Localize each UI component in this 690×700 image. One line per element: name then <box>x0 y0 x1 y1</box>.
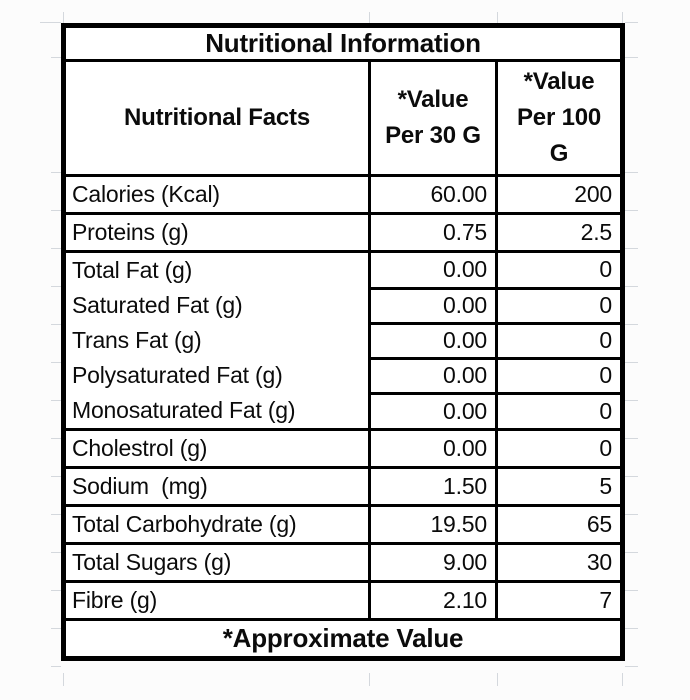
value-per-100g[interactable]: 0 <box>494 428 625 469</box>
nutrition-table-body: Nutritional Information Nutritional Fact… <box>61 24 625 660</box>
nutrient-row: Proteins (g) 0.75 2.5 <box>62 212 625 253</box>
gridline <box>51 286 61 287</box>
gridline <box>51 666 61 667</box>
nutrient-row: Total Sugars (g) 9.00 30 <box>62 542 625 583</box>
nutrient-label[interactable]: Cholestrol (g) <box>62 428 371 469</box>
gridline <box>497 673 498 686</box>
nutrient-label[interactable]: Trans Fat (g) <box>62 323 371 360</box>
gridline <box>625 590 638 591</box>
value-per-100g[interactable]: 65 <box>494 504 625 545</box>
gridline <box>625 438 638 439</box>
nutrient-row: Cholestrol (g) 0.00 0 <box>62 428 625 469</box>
value-per-100g[interactable]: 0 <box>494 322 625 360</box>
nutrient-row: Calories (Kcal) 60.00 200 <box>62 174 625 215</box>
nutrient-row: Polysaturated Fat (g) 0.00 0 <box>62 357 625 395</box>
gridline <box>625 172 638 173</box>
nutrient-label[interactable]: Fibre (g) <box>62 580 371 621</box>
column-header-value-per-30g[interactable]: *Value Per 30 G <box>368 59 498 177</box>
nutrient-row: Saturated Fat (g) 0.00 0 <box>62 287 625 325</box>
value-per-100g[interactable]: 0 <box>494 357 625 395</box>
gridline <box>625 552 638 553</box>
header-row: Nutritional Facts *Value Per 30 G *Value… <box>62 59 625 177</box>
gridline <box>51 552 61 553</box>
value-per-30g[interactable]: 9.00 <box>368 542 498 583</box>
gridline <box>625 248 638 249</box>
nutrient-label[interactable]: Saturated Fat (g) <box>62 288 371 325</box>
gridline <box>369 673 370 686</box>
gridline <box>51 172 61 173</box>
gridline <box>625 22 638 23</box>
gridline <box>625 666 638 667</box>
value-per-30g[interactable]: 1.50 <box>368 466 498 507</box>
nutrient-label[interactable]: Sodium (mg) <box>62 466 371 507</box>
value-per-100g[interactable]: 30 <box>494 542 625 583</box>
value-per-30g[interactable]: 0.75 <box>368 212 498 253</box>
value-per-30g[interactable]: 0.00 <box>368 250 498 290</box>
gridline <box>625 476 638 477</box>
value-per-100g[interactable]: 7 <box>494 580 625 621</box>
nutrient-label[interactable]: Monosaturated Fat (g) <box>62 393 371 431</box>
gridline <box>625 400 638 401</box>
gridline <box>622 673 623 686</box>
gridline <box>51 210 61 211</box>
gridline <box>51 514 61 515</box>
gridline <box>63 673 64 686</box>
value-per-100g[interactable]: 0 <box>494 287 625 325</box>
gridline <box>625 286 638 287</box>
value-per-30g[interactable]: 60.00 <box>368 174 498 215</box>
nutrient-row: Total Fat (g) 0.00 0 <box>62 250 625 290</box>
value-per-30g[interactable]: 0.00 <box>368 357 498 395</box>
gridline <box>369 12 370 23</box>
gridline <box>625 362 638 363</box>
gridline <box>625 514 638 515</box>
table-title[interactable]: Nutritional Information <box>61 24 625 62</box>
nutrient-row: Total Carbohydrate (g) 19.50 65 <box>62 504 625 545</box>
value-per-30g[interactable]: 2.10 <box>368 580 498 621</box>
value-per-100g[interactable]: 0 <box>494 250 625 290</box>
nutrient-label[interactable]: Total Fat (g) <box>62 250 371 290</box>
gridline <box>625 57 638 58</box>
nutrition-table: Nutritional Information Nutritional Fact… <box>61 23 626 661</box>
gridline <box>63 12 64 23</box>
nutrient-label[interactable]: Polysaturated Fat (g) <box>62 358 371 395</box>
value-per-100g[interactable]: 200 <box>494 174 625 215</box>
column-header-nutritional-facts[interactable]: Nutritional Facts <box>62 59 371 177</box>
nutrient-label[interactable]: Total Carbohydrate (g) <box>62 504 371 545</box>
nutrient-label[interactable]: Calories (Kcal) <box>62 174 371 215</box>
gridline <box>51 400 61 401</box>
gridline <box>51 628 61 629</box>
nutrient-row: Sodium (mg) 1.50 5 <box>62 466 625 507</box>
gridline <box>622 12 623 23</box>
gridline <box>51 57 61 58</box>
gridline <box>625 210 638 211</box>
value-per-30g[interactable]: 0.00 <box>368 392 498 431</box>
nutrient-label[interactable]: Proteins (g) <box>62 212 371 253</box>
value-per-30g[interactable]: 19.50 <box>368 504 498 545</box>
gridline <box>51 248 61 249</box>
nutrient-label[interactable]: Total Sugars (g) <box>62 542 371 583</box>
gridline <box>625 628 638 629</box>
value-per-100g[interactable]: 0 <box>494 392 625 431</box>
nutrient-row: Fibre (g) 2.10 7 <box>62 580 625 621</box>
gridline <box>51 438 61 439</box>
value-per-30g[interactable]: 0.00 <box>368 287 498 325</box>
value-per-100g[interactable]: 5 <box>494 466 625 507</box>
value-per-30g[interactable]: 0.00 <box>368 322 498 360</box>
value-per-30g[interactable]: 0.00 <box>368 428 498 469</box>
footnote-row: *Approximate Value <box>61 618 625 660</box>
gridline <box>51 590 61 591</box>
nutrient-row: Monosaturated Fat (g) 0.00 0 <box>62 392 625 431</box>
gridline <box>51 476 61 477</box>
gridline <box>51 362 61 363</box>
gridline <box>51 324 61 325</box>
value-per-100g[interactable]: 2.5 <box>494 212 625 253</box>
gridline <box>625 324 638 325</box>
gridline <box>40 22 61 23</box>
gridline <box>497 12 498 23</box>
title-row: Nutritional Information <box>61 24 625 62</box>
column-header-value-per-100g[interactable]: *Value Per 100 G <box>494 59 625 177</box>
footnote[interactable]: *Approximate Value <box>61 618 625 660</box>
nutrient-row: Trans Fat (g) 0.00 0 <box>62 322 625 360</box>
